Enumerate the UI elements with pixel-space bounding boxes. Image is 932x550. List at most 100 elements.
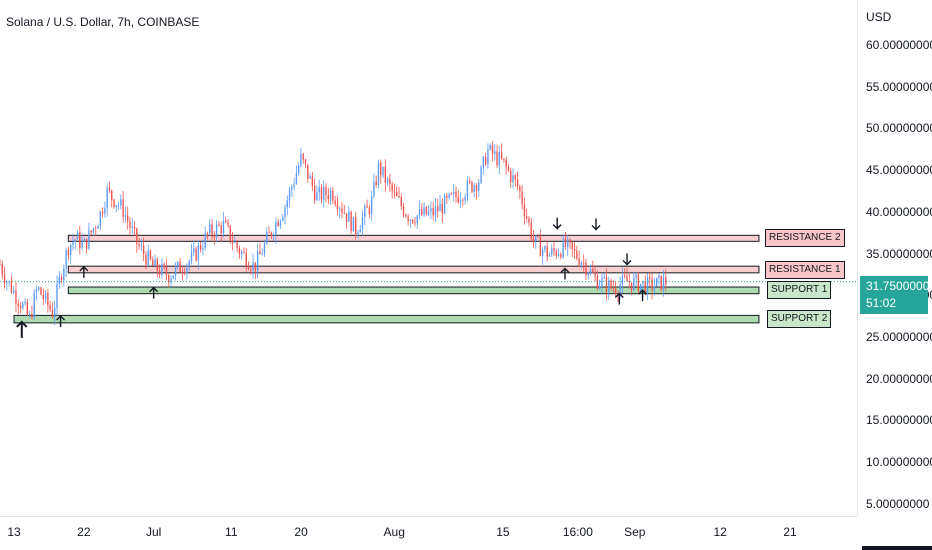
support-label: SUPPORT 1 [767, 281, 832, 300]
arrow-down-icon[interactable] [591, 218, 601, 231]
candle-body [304, 159, 307, 165]
candle-body [662, 277, 665, 291]
candle-body [359, 229, 361, 233]
candle-body [261, 254, 263, 255]
candle-body [336, 204, 339, 210]
candle-body [291, 186, 293, 190]
candle-body [398, 196, 400, 198]
candle-body [482, 156, 485, 168]
candle-body [266, 232, 268, 244]
candle-body [297, 165, 300, 174]
candle-body [516, 179, 519, 187]
candle-body [47, 292, 49, 306]
candle-body [120, 199, 122, 206]
candles-layer [0, 141, 667, 326]
candle-body [653, 286, 656, 291]
candle-body [525, 216, 528, 219]
candle-body [15, 290, 17, 304]
candle-body [247, 267, 250, 270]
candle-body [487, 149, 489, 165]
candle-body [544, 246, 546, 250]
arrow-up-icon[interactable] [638, 289, 648, 302]
candle-body [311, 176, 314, 186]
candle-body [507, 166, 510, 171]
candle-body [464, 196, 466, 201]
candle-body [539, 236, 542, 257]
y-tick-label: 55.00000000 [866, 79, 932, 94]
candle-body [293, 183, 295, 187]
candle-body [172, 275, 174, 279]
arrow-down-icon[interactable] [552, 217, 562, 230]
candle-body [54, 307, 56, 318]
candle-body [427, 211, 430, 215]
arrow-up-icon[interactable] [79, 265, 89, 278]
y-tick-label: 50.00000000 [866, 121, 932, 136]
axis-corner-bar [862, 546, 932, 550]
candle-body [605, 276, 608, 293]
candle-body [220, 225, 222, 234]
candle-body [471, 181, 473, 192]
candle-body [519, 186, 521, 192]
candle-body [284, 207, 286, 217]
candle-body [459, 199, 462, 203]
candle-body [215, 224, 218, 238]
candle-body [628, 281, 630, 283]
candle-body [117, 205, 120, 207]
candle-body [79, 232, 81, 249]
candle-body [345, 213, 348, 222]
candle-body [49, 305, 51, 310]
candle-body [370, 196, 373, 214]
candle-body [364, 206, 366, 217]
candle-body [521, 191, 523, 205]
candle-body [193, 248, 195, 253]
candle-body [655, 277, 658, 287]
candle-body [327, 195, 330, 200]
support-zone[interactable] [67, 286, 760, 295]
candle-body [51, 309, 54, 318]
candle-body [633, 277, 635, 290]
candle-body [560, 254, 562, 258]
candle-body [571, 242, 573, 249]
candle-body [421, 208, 423, 215]
candle-body [58, 277, 60, 284]
x-tick-label: Aug [383, 525, 405, 539]
arrow-up-icon[interactable] [614, 292, 624, 305]
candle-body [423, 206, 425, 215]
candle-body [56, 283, 58, 308]
candle-body [259, 251, 261, 255]
resistance-zone[interactable] [67, 265, 760, 274]
candle-body [309, 176, 311, 179]
candle-body [231, 240, 234, 243]
candle-body [288, 189, 291, 201]
y-tick-label: 10.00000000 [866, 455, 932, 469]
candle-body [133, 226, 136, 229]
arrow-up-icon[interactable] [56, 315, 66, 328]
candle-body [83, 239, 86, 242]
candle-body [339, 208, 341, 210]
support-zone[interactable] [13, 314, 760, 324]
resistance-zone[interactable] [67, 234, 760, 242]
candle-body [441, 204, 444, 214]
candle-body [40, 287, 42, 295]
candle-body [494, 151, 496, 155]
zones-layer [13, 234, 760, 324]
candle-body [111, 190, 113, 200]
candle-body [140, 245, 143, 247]
candle-body [489, 144, 491, 150]
candle-body [635, 274, 637, 278]
candle-body [551, 248, 553, 255]
arrow-up-icon[interactable] [16, 320, 28, 338]
candle-body [375, 181, 377, 186]
candle-body [22, 303, 24, 309]
candle-body [279, 220, 282, 226]
candle-body [277, 222, 279, 226]
candle-body [145, 254, 147, 265]
candle-body [170, 278, 172, 283]
arrow-down-icon[interactable] [622, 253, 632, 266]
candle-body [6, 282, 8, 284]
candle-body [418, 208, 421, 216]
arrow-up-icon[interactable] [149, 286, 159, 299]
arrow-up-icon[interactable] [560, 267, 570, 280]
candle-body [60, 277, 63, 281]
